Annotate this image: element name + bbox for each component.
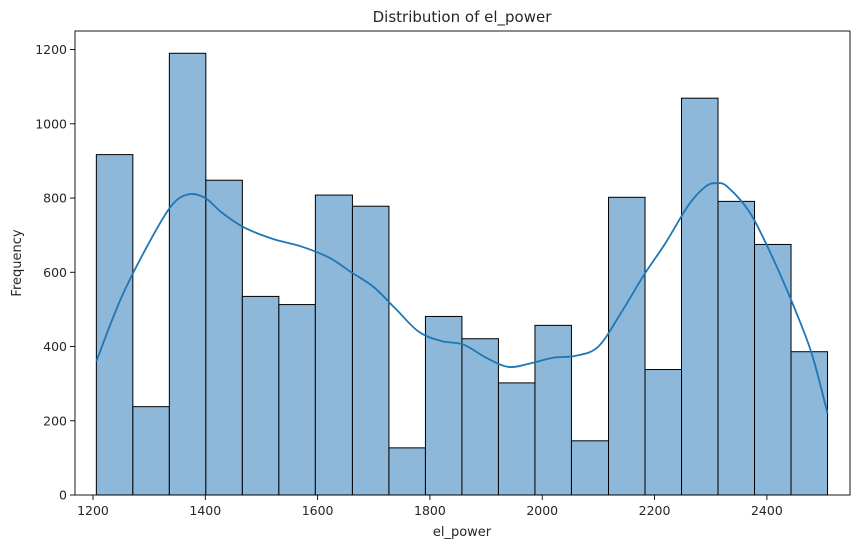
x-tick-label: 2200: [639, 503, 671, 518]
histogram-bar: [95, 154, 134, 496]
histogram-bar: [314, 194, 353, 496]
histogram-bar: [534, 324, 572, 496]
histogram-bar: [681, 97, 719, 496]
chart-title: Distribution of el_power: [373, 8, 553, 27]
y-tick-label: 1200: [35, 42, 67, 57]
histogram-bar: [278, 304, 316, 496]
x-tick-label: 1400: [189, 503, 221, 518]
kde-curve: [95, 182, 829, 414]
x-axis-label: el_power: [433, 525, 492, 540]
histogram-bar: [461, 338, 499, 496]
histogram-bar: [424, 315, 463, 496]
x-axis-ticks: 1200 1400 1600 1800 2000 2200 2400: [77, 495, 783, 518]
x-tick-label: 1200: [77, 503, 109, 518]
y-tick-label: 600: [43, 265, 67, 280]
y-tick-label: 800: [43, 191, 67, 206]
y-tick-label: 1000: [35, 116, 67, 131]
y-axis-ticks: 0 200 400 600 800 1000 1200: [35, 42, 75, 503]
y-tick-label: 400: [43, 339, 67, 354]
histogram-bar: [168, 52, 207, 496]
histogram-bar: [570, 440, 610, 496]
histogram-bars: [95, 52, 829, 496]
x-tick-label: 2400: [751, 503, 783, 518]
histogram-bar: [205, 179, 243, 496]
x-tick-label: 2000: [526, 503, 558, 518]
histogram-bar: [608, 196, 646, 496]
histogram-bar: [644, 369, 683, 496]
histogram-bar: [388, 447, 426, 496]
histogram-bar: [132, 406, 170, 496]
y-axis-label: Frequency: [10, 229, 25, 296]
x-tick-label: 1600: [302, 503, 334, 518]
histogram-bar: [241, 295, 280, 496]
plot-frame: [74, 30, 851, 496]
y-tick-label: 200: [43, 413, 67, 428]
y-tick-label: 0: [59, 488, 67, 503]
x-tick-label: 1800: [414, 503, 446, 518]
histogram-bar: [790, 351, 829, 496]
histogram-bar: [351, 205, 390, 496]
histogram-bar: [754, 243, 792, 496]
histogram-bar: [717, 200, 756, 496]
histogram-bar: [497, 382, 536, 496]
